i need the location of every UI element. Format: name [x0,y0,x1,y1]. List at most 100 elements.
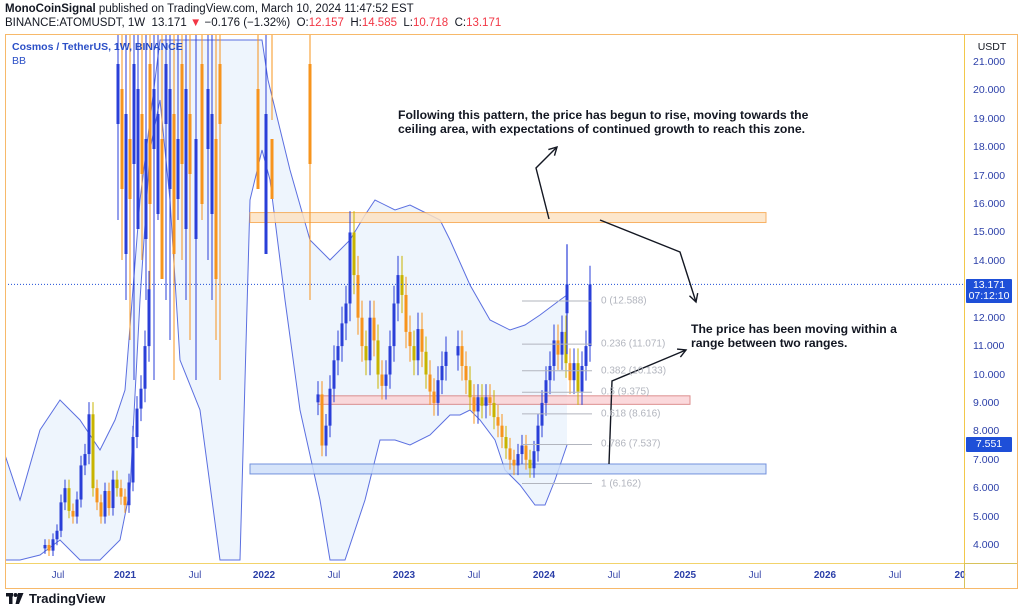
candle-body [184,89,188,229]
price-tick-label: 12.000 [973,311,1006,324]
author-name[interactable]: MonoCoinSignal [5,3,96,15]
candle-body [43,544,47,549]
candle-body [206,89,210,149]
candle-body [270,139,274,199]
candle-body [444,351,448,366]
candle-body [63,488,67,503]
high-value: 14.585 [361,17,397,29]
candle-body [512,459,516,466]
price-tick-label: 17.000 [973,169,1006,182]
publish-text: published on TradingView.com, March 10, … [98,3,414,15]
candle-body [156,114,160,214]
candle-body [352,232,356,276]
fib-level-label: 0.382 (10.133) [601,365,667,377]
candle-body [480,397,484,406]
candle-body [364,346,368,361]
candle-body [504,437,508,449]
price-tick-label: 16.000 [973,198,1006,211]
candle-body [111,479,115,509]
price-tick-label: 15.000 [973,226,1006,239]
legend-title[interactable]: Cosmos / TetherUS, 1W, BINANCE [12,41,183,53]
candle-body [188,114,192,174]
candle-body [548,365,552,381]
candle-body [524,445,528,460]
candle-body [67,488,71,511]
candlestick-chart [5,34,964,561]
fib-level-label: 0.786 (7.537) [601,438,661,450]
candle-body [532,451,536,469]
candle-body [264,114,268,254]
candle-body [59,502,63,531]
close-label: C: [454,17,467,29]
fib-level-label: 0.618 (8.616) [601,408,661,420]
price-tick-label: 21.000 [973,56,1006,68]
last-price: 13.171 [151,17,187,29]
candle-body [416,329,420,361]
candle-body [580,365,584,392]
candle-body [320,394,324,446]
candle-body [460,346,464,366]
arrow-up-from-support [608,349,687,465]
chart-plot-area[interactable] [5,34,964,563]
candle-body [400,275,404,295]
bar-countdown: 07:12:10 [968,290,1010,302]
time-tick-label: 2022 [252,570,276,581]
price-tick-label: 18.000 [973,141,1006,154]
candle-body [456,346,460,356]
candle-body [71,510,75,517]
candle-body [103,490,107,517]
low-label: L: [403,17,413,29]
candle-body [75,499,79,517]
candle-body [131,437,135,483]
candle-body [500,425,504,438]
triangle-down-icon: ▼ [189,17,202,29]
price-tick-label: 10.000 [973,368,1006,381]
arrow-down-to-range [599,219,697,303]
candle-body [136,89,140,229]
close-value: 13.171 [466,17,502,29]
candle-body [372,317,376,341]
candle-body [127,482,131,506]
annotation-ceiling-line2: ceiling area, with expectations of conti… [398,122,805,136]
axis-corner [964,563,1018,589]
candle-body [176,139,180,199]
candle-body [194,139,198,239]
candle-body [384,374,388,386]
annotation-ceiling[interactable]: Following this pattern, the price has be… [398,108,808,136]
time-tick-label: 2025 [673,570,697,581]
candle-body [119,488,123,497]
candle-body [356,275,360,318]
price-tick-label: 9.000 [973,396,1000,409]
chart-frame [5,34,1018,589]
arrow-up-to-ceiling [535,146,558,220]
candle-body [528,459,532,469]
high-label: H: [350,17,362,29]
candle-body [472,397,476,412]
candle-body [556,340,560,355]
candle-body [360,317,364,347]
time-tick-label: 2024 [532,570,556,581]
candle-body [91,414,95,489]
annotation-range[interactable]: The price has been moving within a range… [691,322,897,350]
candle-body [552,340,556,366]
support-zone [249,463,767,475]
candle-body [83,454,87,466]
candle-body [47,544,51,551]
open-value: 12.157 [308,17,344,29]
candle-body [584,346,588,366]
candle-body [107,490,111,509]
candle-body [128,139,132,199]
time-axis[interactable]: Jul 2021 Jul 2022 Jul 2023 Jul 2024 Jul 2025 Jul 20… [5,563,966,589]
low-value: 10.718 [412,17,449,29]
candle-body [147,289,151,347]
legend-indicator[interactable]: BB [12,55,27,67]
currency-unit[interactable]: USDT [969,38,1015,56]
candle-body [368,317,372,361]
chart-legend: Cosmos / TetherUS, 1W, BINANCE BB [12,40,183,68]
candle-body [210,114,214,214]
candle-body [200,64,204,204]
tradingview-logo[interactable]: TradingView [6,591,105,606]
candle-body [214,139,218,279]
candle-body [87,414,91,455]
candle-body [536,425,540,452]
